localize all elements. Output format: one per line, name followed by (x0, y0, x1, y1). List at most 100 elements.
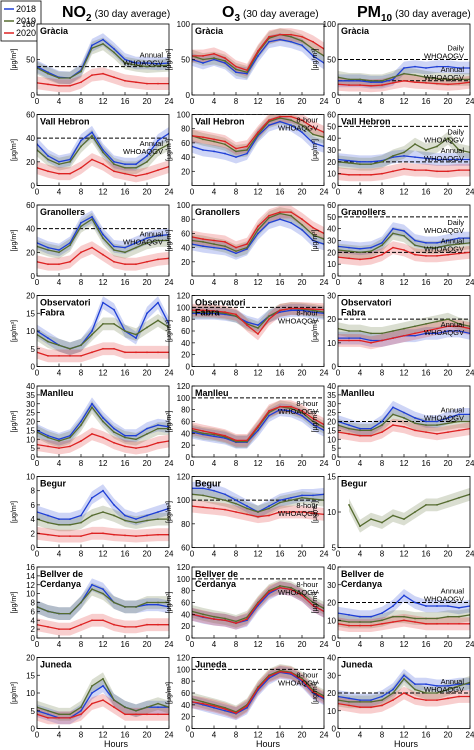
data-point-2018 (359, 160, 361, 163)
data-point-2018 (359, 247, 361, 250)
panel-vall-hebron-o3: 8-hour WHOAQGV 0 4 8 12 16 20 24 20 40 60 80 100 [μg/m… (166, 111, 329, 197)
data-point-2018 (69, 158, 71, 161)
y-unit-label: [μg/m³] (312, 501, 319, 523)
x-tick-label: 12 (400, 278, 409, 287)
band-2020 (37, 241, 169, 271)
x-tick-label: 8 (79, 731, 84, 740)
data-point-2019 (425, 323, 427, 325)
y-tick-label: 80 (181, 215, 190, 224)
data-point-2020 (414, 429, 416, 432)
data-point-2018 (113, 245, 115, 248)
data-point-2019 (47, 158, 49, 161)
x-tick-label: 24 (320, 97, 329, 106)
data-point-2019 (370, 250, 372, 253)
data-point-2019 (381, 699, 383, 701)
data-point-2018 (157, 511, 159, 513)
data-point-2018 (312, 239, 314, 242)
data-point-2019 (370, 621, 372, 623)
data-point-2020 (359, 706, 361, 709)
data-point-2019 (312, 601, 314, 604)
data-point-2018 (414, 417, 416, 419)
data-point-2018 (124, 434, 126, 437)
data-point-2020 (290, 671, 292, 674)
data-point-2018 (246, 152, 248, 155)
x-tick-label: 20 (298, 550, 307, 559)
data-point-2019 (312, 498, 314, 500)
data-point-2018 (268, 124, 270, 127)
data-point-2019 (392, 692, 394, 694)
data-point-2020 (392, 246, 394, 249)
data-point-2018 (301, 44, 303, 47)
x-tick-label: 8 (79, 97, 84, 106)
data-point-2019 (135, 246, 137, 249)
y-tick-label: 5 (31, 444, 36, 453)
y-unit-label: [μg/m³] (11, 139, 18, 161)
y-tick-label: 15 (26, 671, 35, 680)
y-tick-label: 6 (31, 607, 36, 616)
reference-label: 8-hour WHOAQGV (278, 308, 319, 325)
data-point-2019 (124, 330, 126, 332)
data-point-2018 (113, 308, 115, 311)
data-point-2019 (381, 332, 383, 335)
data-point-2020 (257, 333, 259, 335)
legend: 2018 2019 2020 (0, 0, 42, 42)
data-point-2020 (235, 246, 237, 249)
data-point-2018 (146, 514, 148, 517)
y-tick-label: 10 (26, 327, 35, 336)
data-point-2018 (213, 489, 215, 492)
data-point-2020 (246, 145, 248, 148)
y-tick-label: 15 (26, 309, 35, 318)
reference-label: Annual WHOAQGV (424, 587, 464, 604)
data-point-2019 (414, 325, 416, 328)
data-point-2020 (102, 699, 104, 701)
data-point-2020 (213, 432, 215, 435)
data-point-2020 (135, 447, 137, 450)
data-point-2020 (359, 173, 361, 176)
data-point-2018 (246, 505, 248, 507)
data-point-2018 (414, 601, 416, 604)
band-2018 (192, 115, 324, 164)
data-point-2018 (80, 221, 82, 224)
plot-content (338, 59, 470, 93)
data-point-2018 (425, 683, 427, 686)
data-point-2019 (135, 521, 137, 524)
data-point-2020 (268, 409, 270, 412)
station-label: Observatori Fabra (195, 298, 246, 318)
data-point-2019 (348, 250, 350, 253)
data-point-2019 (257, 228, 259, 231)
data-point-2019 (348, 330, 350, 332)
band-2019 (192, 207, 324, 258)
data-point-2019 (113, 249, 115, 251)
data-point-2020 (359, 258, 361, 261)
y-tick-label: 40 (26, 382, 35, 391)
y-unit-label: [μg/m³] (166, 139, 173, 161)
data-point-2018 (257, 232, 259, 235)
x-axis-label-col2: Hours (256, 739, 281, 749)
x-tick-label: 20 (298, 278, 307, 287)
y-tick-label: 8 (31, 599, 36, 608)
data-point-2020 (146, 534, 148, 537)
data-point-2019 (436, 77, 438, 80)
x-tick-label: 0 (336, 731, 341, 740)
data-point-2019 (458, 685, 460, 687)
x-tick-label: 12 (99, 278, 108, 287)
data-point-2018 (370, 427, 372, 430)
plot-content (37, 484, 169, 543)
data-point-2020 (246, 618, 248, 620)
data-point-2018 (224, 709, 226, 712)
band-2019 (37, 37, 169, 85)
data-point-2019 (58, 163, 60, 166)
data-point-2019 (425, 617, 427, 620)
plot-content (37, 296, 169, 363)
data-point-2019 (447, 137, 449, 140)
data-point-2019 (113, 601, 115, 604)
data-point-2020 (69, 445, 71, 448)
y-tick-label: 10 (26, 473, 35, 482)
x-tick-label: 20 (143, 97, 152, 106)
x-tick-label: 16 (422, 278, 431, 287)
data-point-2020 (102, 72, 104, 75)
data-point-2019 (80, 424, 82, 426)
data-point-2018 (436, 605, 438, 607)
data-point-2018 (257, 429, 259, 432)
x-tick-label: 4 (358, 459, 363, 468)
